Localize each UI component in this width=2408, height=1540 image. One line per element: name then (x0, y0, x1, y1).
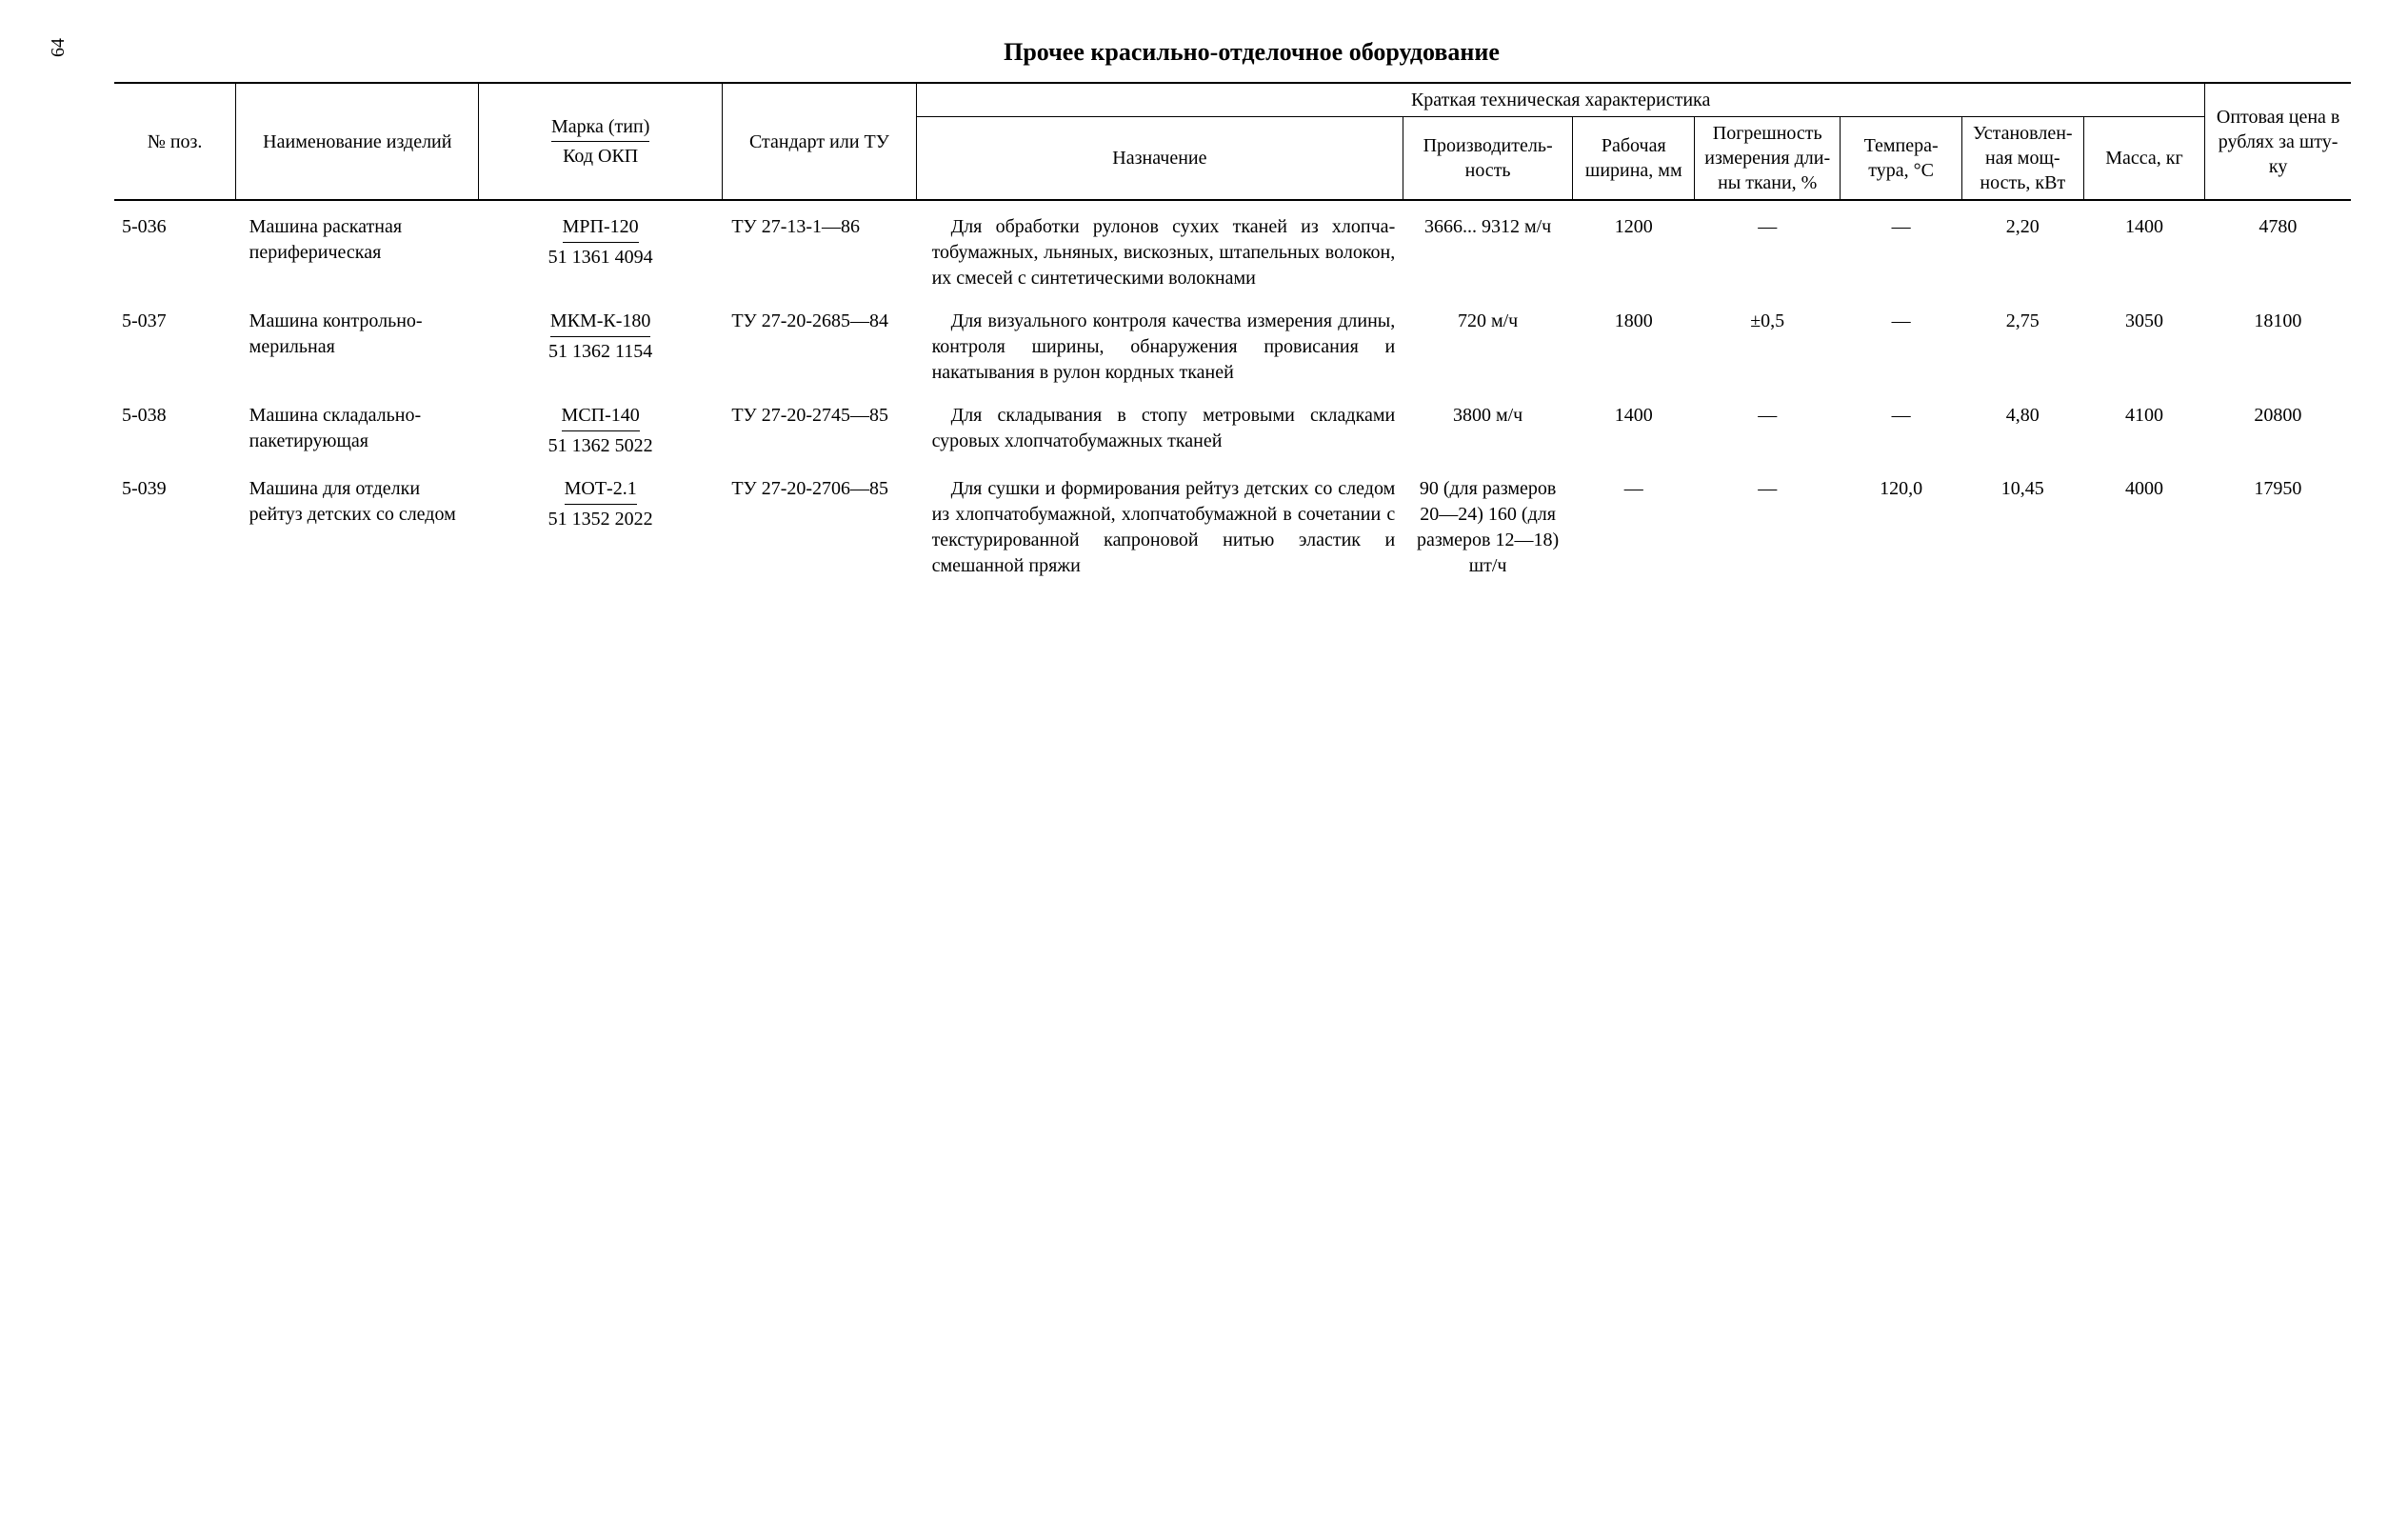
marka-type: МОТ-2.1 (565, 476, 637, 505)
cell-marka: МСП-140 51 1362 5022 (479, 390, 722, 463)
cell-accuracy: — (1695, 390, 1841, 463)
table-row: 5-038Машина складально-пакетирую­щаяМСП-… (114, 390, 2351, 463)
cell-mass: 1400 (2083, 200, 2205, 295)
cell-proizv: 3666... 9312 м/ч (1403, 200, 1573, 295)
cell-purpose: Для визуального кон­троля качества измер… (917, 295, 1403, 390)
table-row: 5-037Машина контрольно-мерильнаяМКМ-К-18… (114, 295, 2351, 390)
header-poz: № поз. (114, 83, 236, 200)
cell-mass: 3050 (2083, 295, 2205, 390)
header-standard: Стандарт или ТУ (722, 83, 916, 200)
cell-width: 1400 (1573, 390, 1695, 463)
header-marka-top: Марка (тип) (551, 114, 649, 142)
header-name: Наиме­нование изделий (236, 83, 479, 200)
cell-mass: 4000 (2083, 463, 2205, 583)
table-header: № поз. Наиме­нование изделий Марка (тип)… (114, 83, 2351, 200)
cell-purpose: Для складывания в сто­пу метровыми склад… (917, 390, 1403, 463)
cell-standard: ТУ 27-20-2745—85 (722, 390, 916, 463)
cell-price: 20800 (2205, 390, 2351, 463)
cell-power: 4,80 (1961, 390, 2083, 463)
cell-price: 17950 (2205, 463, 2351, 583)
header-marka: Марка (тип) Код ОКП (479, 83, 722, 200)
cell-width: — (1573, 463, 1695, 583)
marka-type: МРП-120 (563, 214, 639, 243)
cell-width: 1800 (1573, 295, 1695, 390)
cell-price: 18100 (2205, 295, 2351, 390)
header-power: Уста­новлен­ная мощ­ность, кВт (1961, 117, 2083, 201)
cell-standard: ТУ 27-20-2685—84 (722, 295, 916, 390)
cell-accuracy: — (1695, 463, 1841, 583)
cell-name: Машина складально-пакетирую­щая (236, 390, 479, 463)
page-number: 64 (48, 38, 70, 57)
cell-marka: МКМ-К-180 51 1362 1154 (479, 295, 722, 390)
cell-temp: 120,0 (1841, 463, 1962, 583)
cell-name: Машина контрольно-мерильная (236, 295, 479, 390)
marka-type: МКМ-К-180 (550, 309, 651, 337)
header-proizv: Произво­дитель­ность (1403, 117, 1573, 201)
cell-width: 1200 (1573, 200, 1695, 295)
cell-poz: 5-036 (114, 200, 236, 295)
header-accuracy: Погреш­ность измере­ния дли­ны ткани, % (1695, 117, 1841, 201)
table-body: 5-036Машина раскатная перифери­ческаяМРП… (114, 200, 2351, 583)
table-row: 5-036Машина раскатная перифери­ческаяМРП… (114, 200, 2351, 295)
cell-temp: — (1841, 390, 1962, 463)
cell-accuracy: ±0,5 (1695, 295, 1841, 390)
cell-poz: 5-038 (114, 390, 236, 463)
equipment-table-container: № поз. Наиме­нование изделий Марка (тип)… (114, 82, 2351, 583)
marka-okp: 51 1362 5022 (548, 435, 653, 456)
cell-temp: — (1841, 200, 1962, 295)
cell-marka: МРП-120 51 1361 4094 (479, 200, 722, 295)
cell-mass: 4100 (2083, 390, 2205, 463)
header-price: Опто­вая це­на в рублях за шту­ку (2205, 83, 2351, 200)
cell-power: 2,20 (1961, 200, 2083, 295)
cell-standard: ТУ 27-20-2706—85 (722, 463, 916, 583)
cell-proizv: 90 (для размеров 20—24) 160 (для размеро… (1403, 463, 1573, 583)
cell-name: Машина для отделки рейтуз дет­ских со сл… (236, 463, 479, 583)
marka-okp: 51 1361 4094 (548, 247, 653, 268)
equipment-table: № поз. Наиме­нование изделий Марка (тип)… (114, 82, 2351, 583)
cell-price: 4780 (2205, 200, 2351, 295)
table-row: 5-039Машина для отделки рейтуз дет­ских … (114, 463, 2351, 583)
header-purpose: Назначение (917, 117, 1403, 201)
cell-accuracy: — (1695, 200, 1841, 295)
cell-power: 10,45 (1961, 463, 2083, 583)
cell-power: 2,75 (1961, 295, 2083, 390)
header-temp: Тем­пера­тура, °C (1841, 117, 1962, 201)
marka-okp: 51 1352 2022 (548, 509, 653, 530)
cell-purpose: Для обработки рулонов сухих тканей из хл… (917, 200, 1403, 295)
cell-poz: 5-037 (114, 295, 236, 390)
cell-purpose: Для сушки и формиро­вания рейтуз детских… (917, 463, 1403, 583)
header-tech-group: Краткая техническая характеристика (917, 83, 2205, 117)
cell-standard: ТУ 27-13-1—86 (722, 200, 916, 295)
header-mass: Мас­са, кг (2083, 117, 2205, 201)
cell-proizv: 3800 м/ч (1403, 390, 1573, 463)
cell-poz: 5-039 (114, 463, 236, 583)
cell-name: Машина раскатная перифери­ческая (236, 200, 479, 295)
cell-marka: МОТ-2.1 51 1352 2022 (479, 463, 722, 583)
marka-okp: 51 1362 1154 (548, 341, 652, 362)
cell-proizv: 720 м/ч (1403, 295, 1573, 390)
marka-type: МСП-140 (562, 403, 640, 431)
page-title: Прочее красильно-отделочное оборудование (152, 38, 2351, 67)
header-width: Рабо­чая шири­на, мм (1573, 117, 1695, 201)
cell-temp: — (1841, 295, 1962, 390)
header-marka-bottom: Код ОКП (563, 146, 638, 167)
